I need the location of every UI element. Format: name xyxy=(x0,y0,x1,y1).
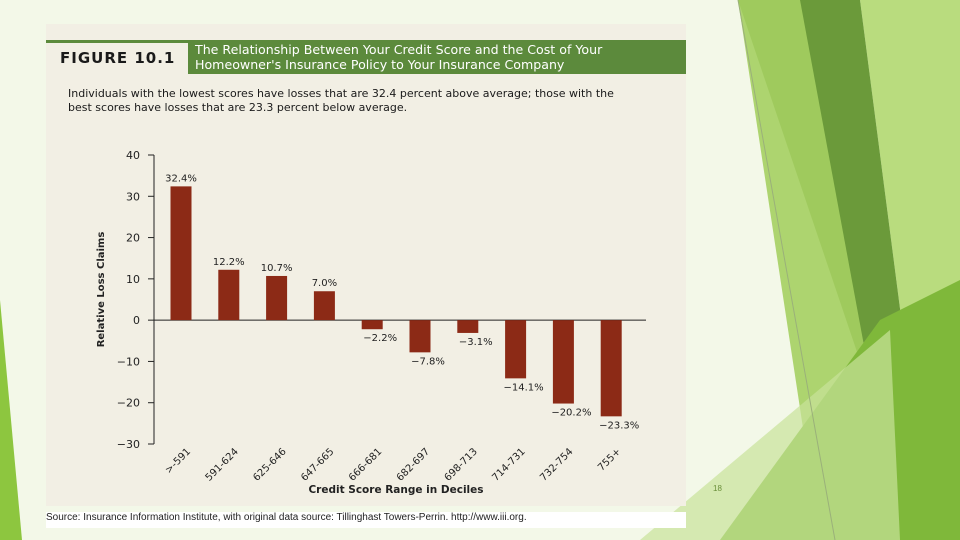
category-label: 591-624 xyxy=(204,446,241,483)
figure-subtitle: Individuals with the lowest scores have … xyxy=(68,87,668,115)
y-tick-label: −20 xyxy=(117,397,140,410)
figure-source: Source: Insurance Information Institute,… xyxy=(46,512,686,528)
bar xyxy=(505,320,527,379)
figure-title-line1: The Relationship Between Your Credit Sco… xyxy=(195,42,603,57)
y-tick-label: 20 xyxy=(126,232,140,245)
category-label: 666-681 xyxy=(347,446,384,483)
bar xyxy=(552,320,574,404)
bar xyxy=(457,320,479,333)
bg-shape-bottom-light xyxy=(640,330,900,540)
figure-subtitle-line1: Individuals with the lowest scores have … xyxy=(68,87,614,100)
bar xyxy=(170,186,192,321)
bar xyxy=(313,291,335,321)
data-label: −3.1% xyxy=(459,337,493,348)
category-label: 755+ xyxy=(596,446,623,473)
bar-chart: 40 30 20 10 0 −10 −20 −30 Relative Loss Claims 32… xyxy=(96,149,646,496)
data-label: 7.0% xyxy=(312,278,337,289)
category-label: 625-646 xyxy=(251,446,288,483)
bg-line xyxy=(737,0,836,540)
bar xyxy=(600,320,622,417)
bar xyxy=(218,269,240,321)
data-label: 12.2% xyxy=(213,257,245,268)
x-axis-label: Credit Score Range in Deciles xyxy=(308,484,483,496)
y-tick-label: 10 xyxy=(126,273,140,286)
slide-number: 18 xyxy=(713,484,722,493)
data-label: −7.8% xyxy=(411,356,445,367)
y-tick-label: 40 xyxy=(126,149,140,162)
bar xyxy=(266,275,288,321)
category-label: 647-665 xyxy=(299,446,336,483)
data-label: −14.1% xyxy=(504,382,544,393)
bar xyxy=(409,320,431,353)
category-label: 682-697 xyxy=(395,446,432,483)
bar xyxy=(361,320,383,330)
y-tick-label: 30 xyxy=(126,190,140,203)
figure-subtitle-line2: best scores have losses that are 23.3 pe… xyxy=(68,101,408,114)
bg-shape-left-strip xyxy=(0,300,22,540)
y-tick-label: 0 xyxy=(133,314,140,327)
category-label: 714-731 xyxy=(490,446,527,483)
category-label: 732-754 xyxy=(538,446,575,483)
figure-label: FIGURE 10.1 xyxy=(46,40,188,74)
y-tick-label: −30 xyxy=(117,438,140,451)
data-label: 32.4% xyxy=(165,173,197,184)
figure-title-line2: Homeowner's Insurance Policy to Your Ins… xyxy=(195,57,565,72)
data-label: −2.2% xyxy=(363,333,397,344)
y-axis-label: Relative Loss Claims xyxy=(96,232,107,348)
figure-panel: FIGURE 10.1 The Relationship Between You… xyxy=(46,24,686,528)
figure-title: The Relationship Between Your Credit Sco… xyxy=(195,40,685,72)
category-label: 698-713 xyxy=(443,446,480,483)
data-label: 10.7% xyxy=(261,263,293,274)
data-label: −23.3% xyxy=(599,420,639,431)
data-label: −20.2% xyxy=(551,408,591,419)
category-label: >-591 xyxy=(163,446,193,476)
y-tick-label: −10 xyxy=(117,355,140,368)
